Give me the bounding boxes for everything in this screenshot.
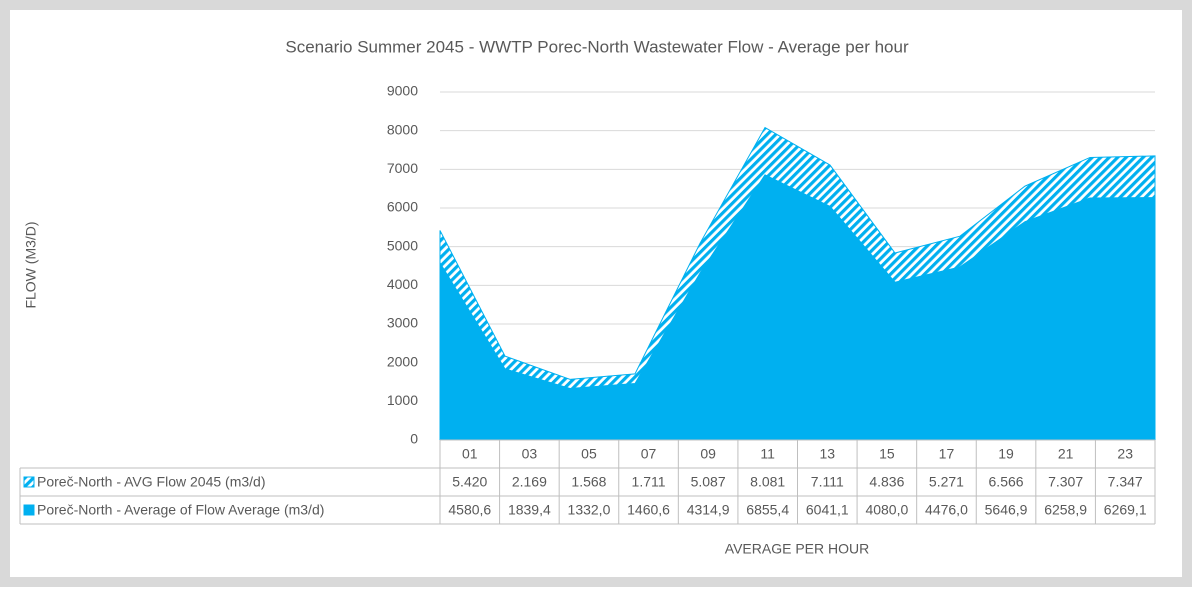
data-label: 1332,0 xyxy=(568,502,611,518)
y-tick-label: 9000 xyxy=(387,83,418,99)
x-tick-label: 13 xyxy=(820,446,836,462)
x-tick-label: 19 xyxy=(998,446,1014,462)
data-label: 2.169 xyxy=(512,474,547,490)
legend-label: Poreč-North - Average of Flow Average (m… xyxy=(37,502,324,518)
data-label: 6041,1 xyxy=(806,502,849,518)
x-tick-label: 05 xyxy=(581,446,597,462)
data-label: 7.111 xyxy=(811,474,844,490)
x-tick-label: 09 xyxy=(700,446,716,462)
legend-key xyxy=(23,476,35,488)
x-tick-label: 17 xyxy=(939,446,955,462)
data-label: 5.271 xyxy=(929,474,964,490)
area xyxy=(439,174,1156,441)
y-tick-label: 8000 xyxy=(387,121,418,137)
legend-key xyxy=(23,504,35,516)
y-tick-label: 1000 xyxy=(387,392,418,408)
data-label: 1839,4 xyxy=(508,502,551,518)
data-label: 6258,9 xyxy=(1044,502,1087,518)
y-axis-title: FLOW (M3/D) xyxy=(23,221,39,308)
y-tick-label: 5000 xyxy=(387,237,418,253)
data-label: 4580,6 xyxy=(448,502,491,518)
y-tick-label: 4000 xyxy=(387,276,418,292)
y-tick-label: 7000 xyxy=(387,160,418,176)
data-label: 1.568 xyxy=(571,474,606,490)
legend-label: Poreč-North - AVG Flow 2045 (m3/d) xyxy=(37,474,265,490)
data-label: 6855,4 xyxy=(746,502,789,518)
data-label: 1460,6 xyxy=(627,502,670,518)
data-label: 4.836 xyxy=(869,474,904,490)
data-label: 4476,0 xyxy=(925,502,968,518)
y-tick-label: 3000 xyxy=(387,315,418,331)
x-tick-label: 21 xyxy=(1058,446,1074,462)
data-label: 7.307 xyxy=(1048,474,1083,490)
y-tick-label: 0 xyxy=(410,431,418,447)
x-axis-title: AVERAGE PER HOUR xyxy=(725,541,869,557)
x-tick-label: 11 xyxy=(760,446,775,462)
x-tick-label: 07 xyxy=(641,446,657,462)
x-tick-label: 03 xyxy=(522,446,538,462)
data-label: 5.420 xyxy=(452,474,487,490)
chart-title: Scenario Summer 2045 - WWTP Porec-North … xyxy=(285,37,909,56)
data-label: 4080,0 xyxy=(865,502,908,518)
x-tick-label: 15 xyxy=(879,446,895,462)
y-tick-label: 2000 xyxy=(387,353,418,369)
data-label: 5646,9 xyxy=(985,502,1028,518)
data-label: 7.347 xyxy=(1108,474,1143,490)
data-label: 8.081 xyxy=(750,474,785,490)
data-label: 6.566 xyxy=(989,474,1024,490)
data-label: 4314,9 xyxy=(687,502,730,518)
data-label: 1.711 xyxy=(632,474,666,490)
x-tick-label: 01 xyxy=(462,446,478,462)
data-label: 6269,1 xyxy=(1104,502,1147,518)
x-tick-label: 23 xyxy=(1117,446,1133,462)
data-label: 5.087 xyxy=(691,474,726,490)
y-tick-label: 6000 xyxy=(387,199,418,215)
